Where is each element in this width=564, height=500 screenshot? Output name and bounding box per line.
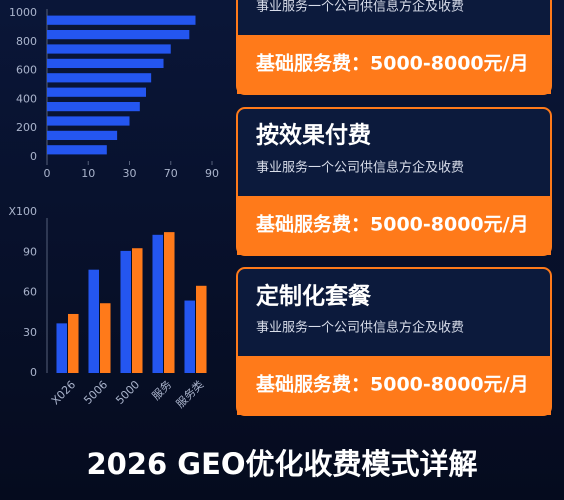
y-tick-label: 90 [23, 245, 37, 258]
y-axis-label: X100 [8, 205, 37, 218]
card-subtitle: 事业服务一个公司供信息方企及收费 [256, 160, 464, 176]
bar [132, 248, 143, 373]
bar [47, 87, 146, 97]
x-tick-label: 30 [123, 167, 137, 180]
bar [164, 232, 175, 373]
y-tick-label: 600 [16, 64, 37, 77]
bar [47, 73, 152, 83]
y-tick-label: 0 [30, 366, 37, 379]
bar [47, 101, 140, 112]
bar [88, 269, 99, 373]
bar [56, 323, 67, 373]
bar [184, 300, 195, 373]
bar [100, 303, 111, 373]
footer-title: 2026 GEO优化收费模式详解 [86, 447, 477, 481]
bar [196, 285, 207, 373]
bar [68, 313, 79, 373]
card-title: 定制化套餐 [256, 283, 372, 310]
card-price-band [237, 35, 551, 94]
bar [47, 58, 164, 69]
card: 按效果付费 事业服务一个公司供信息方企及收费 基础服务费：5000-8000元/… [236, 107, 552, 256]
bar [47, 29, 190, 40]
bar [47, 44, 171, 54]
x-tick-label: 90 [205, 167, 219, 180]
bar [47, 145, 107, 155]
bar [47, 130, 118, 141]
x-tick-label: 10 [81, 167, 95, 180]
bar [47, 116, 130, 126]
bar [120, 250, 131, 373]
y-tick-label: 400 [16, 92, 37, 105]
card-subtitle: 事业服务一个公司供信息方企及收费 [256, 320, 464, 336]
card-price: 基础服务费：5000-8000元/月 [255, 52, 529, 75]
y-tick-label: 0 [30, 150, 37, 163]
card-price-band [237, 356, 551, 415]
y-tick-label: 1000 [9, 6, 37, 19]
card: 事业服务一个公司供信息方企及收费 基础服务费：5000-8000元/月 [236, 0, 552, 95]
x-tick-label: 70 [164, 167, 178, 180]
card-subtitle: 事业服务一个公司供信息方企及收费 [256, 0, 464, 15]
card-price: 基础服务费：5000-8000元/月 [255, 373, 529, 396]
card-price-band [237, 196, 551, 255]
y-tick-label: 60 [23, 286, 37, 299]
card-title: 按效果付费 [256, 122, 371, 149]
bar [47, 15, 196, 25]
y-tick-label: 30 [23, 326, 37, 339]
y-tick-label: 800 [16, 35, 37, 48]
y-tick-label: 200 [16, 121, 37, 134]
card-price: 基础服务费：5000-8000元/月 [255, 213, 529, 236]
x-tick-label: 0 [44, 167, 51, 180]
card: 定制化套餐 事业服务一个公司供信息方企及收费 基础服务费：5000-8000元/… [236, 267, 552, 416]
bar [152, 234, 163, 373]
